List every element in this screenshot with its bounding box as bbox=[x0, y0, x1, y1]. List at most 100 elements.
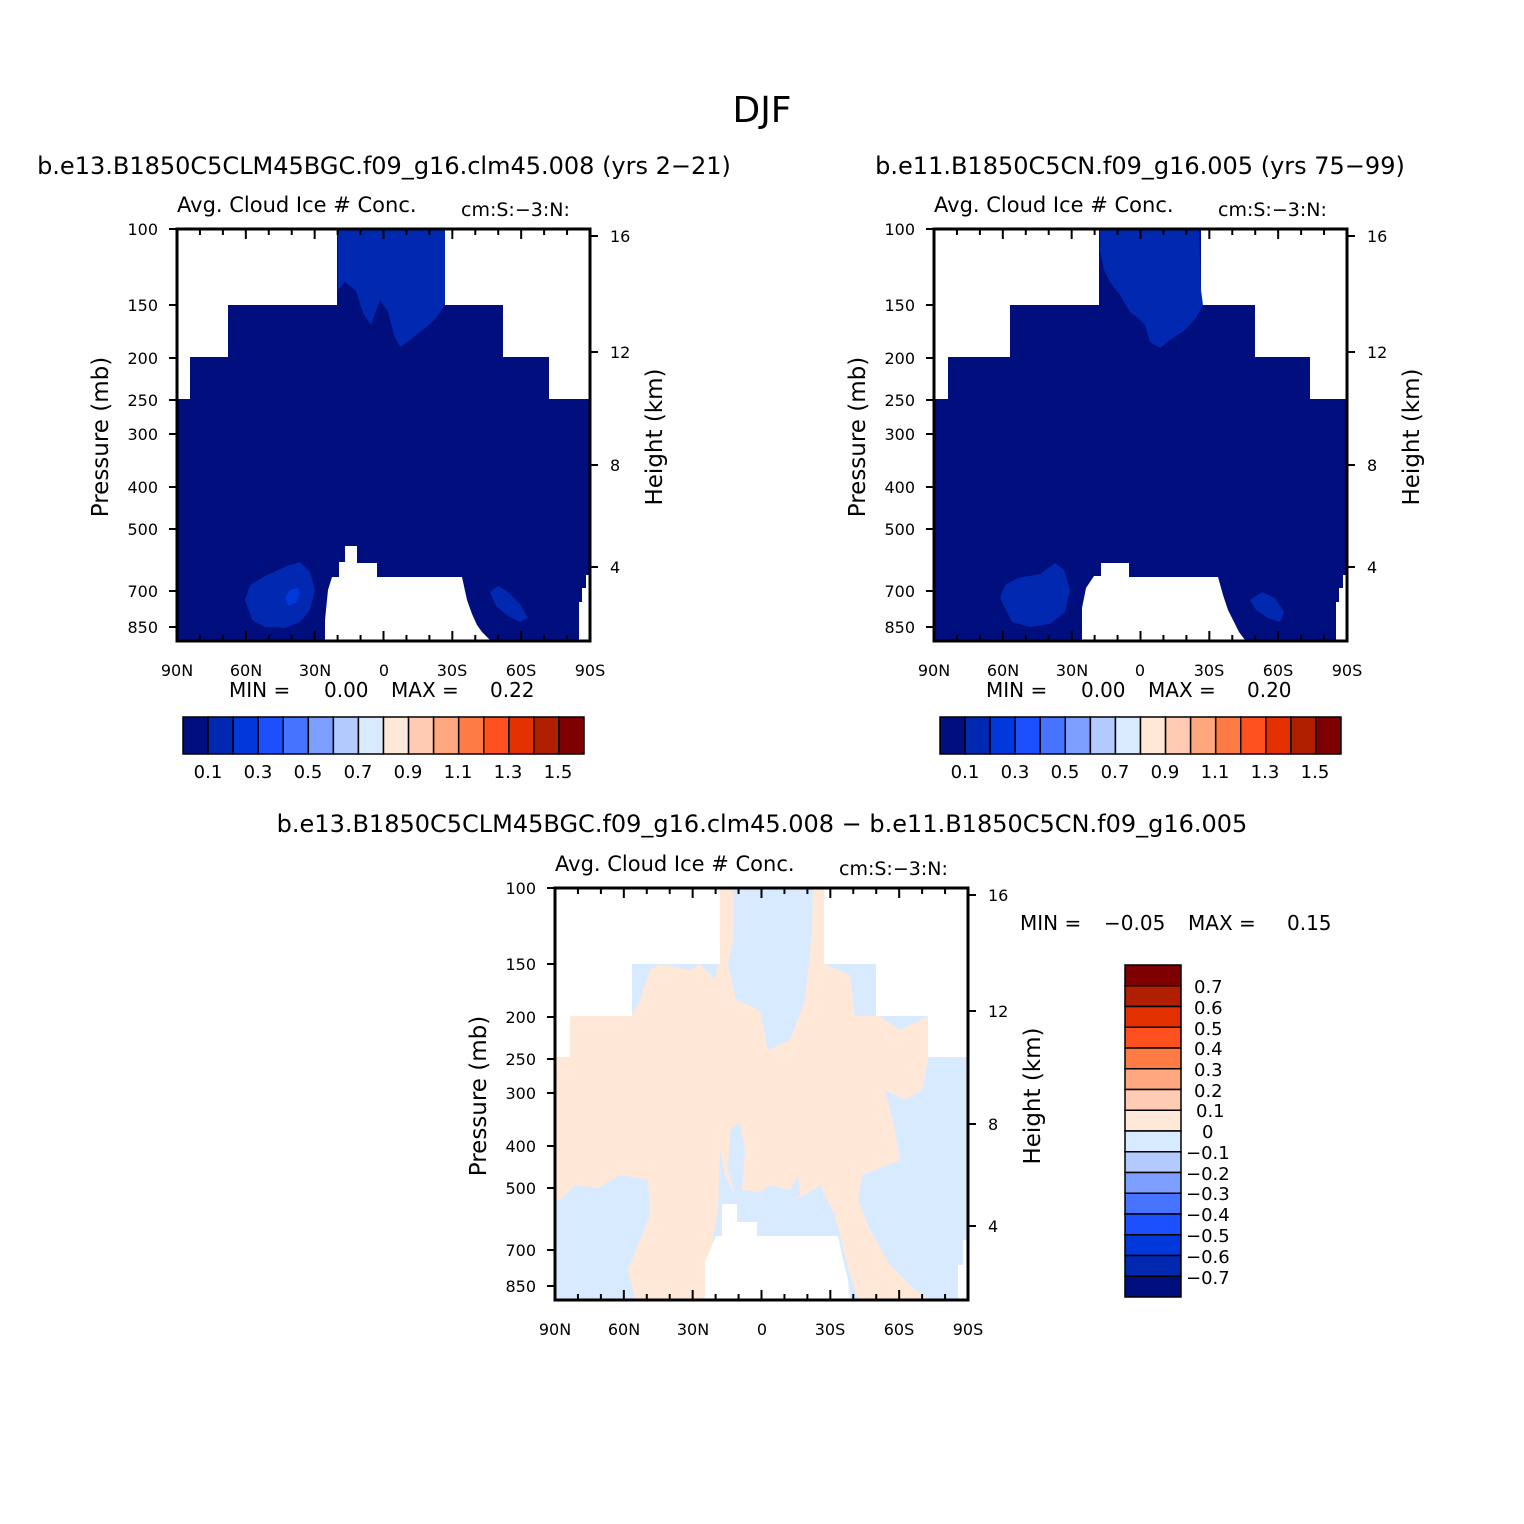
panel-2-xtick-label: 30N bbox=[1056, 661, 1088, 680]
panel-2-ytick-right-label: 8 bbox=[1367, 456, 1377, 475]
panel-2-colorbar-label: 0.5 bbox=[1051, 762, 1080, 783]
panel-3-colorbar-label: 0.4 bbox=[1194, 1039, 1223, 1060]
colorbar-box bbox=[483, 716, 510, 755]
colorbar-box bbox=[1240, 716, 1267, 755]
panel-1-max-value: 0.22 bbox=[490, 678, 535, 702]
panel-3-subtitle: Avg. Cloud Ice # Conc. bbox=[555, 852, 795, 876]
panel-1-ytick-label: 850 bbox=[127, 618, 158, 637]
panel-3-xtick-label: 60S bbox=[884, 1320, 915, 1339]
panel-1-colorbar-label: 0.7 bbox=[344, 762, 373, 783]
colorbar-box bbox=[332, 716, 360, 755]
panel-3-colorbar-label: 0.6 bbox=[1194, 998, 1223, 1019]
panel-2-colorbar-label: 0.9 bbox=[1151, 762, 1180, 783]
panel-2-ytick-label: 300 bbox=[884, 425, 915, 444]
panel-2-field-blob-left bbox=[1000, 563, 1070, 627]
colorbar-box bbox=[939, 716, 966, 755]
panel-3-max-label: MAX = bbox=[1188, 911, 1256, 935]
colorbar-box bbox=[1124, 1151, 1182, 1174]
panel-3-colorbar-label: −0.7 bbox=[1186, 1268, 1230, 1289]
panel-3-colorbar-label: −0.3 bbox=[1186, 1184, 1230, 1205]
colorbar-box bbox=[558, 716, 585, 755]
colorbar-box bbox=[1064, 716, 1092, 755]
panel-2-ytick-right-label: 16 bbox=[1367, 227, 1387, 246]
panel-3-ytick-right-label: 4 bbox=[988, 1217, 998, 1236]
panel-3-xtick-label: 30S bbox=[815, 1320, 846, 1339]
colorbar-box bbox=[508, 716, 535, 755]
panel-3-ytick-label: 500 bbox=[505, 1179, 536, 1198]
panel-2: b.e11.B1850C5CN.f09_g16.005 (yrs 75−99) … bbox=[845, 152, 1425, 783]
panel-1-ytick-right-label: 4 bbox=[610, 558, 620, 577]
panel-2-ylabel: Pressure (mb) bbox=[845, 357, 871, 517]
panel-1: b.e13.B1850C5CLM45BGC.f09_g16.clm45.008 … bbox=[37, 152, 731, 783]
colorbar-box bbox=[207, 716, 234, 755]
panel-1-title: b.e13.B1850C5CLM45BGC.f09_g16.clm45.008 … bbox=[37, 152, 731, 180]
panel-3-colorbar-label: −0.2 bbox=[1186, 1164, 1230, 1185]
panel-1-xtick-label: 60S bbox=[506, 661, 537, 680]
panel-3-colorbar-label: −0.4 bbox=[1186, 1205, 1230, 1226]
panel-2-ytick-label: 850 bbox=[884, 618, 915, 637]
panel-3-ytick-label: 250 bbox=[505, 1050, 536, 1069]
colorbar-box bbox=[1124, 1254, 1182, 1277]
colorbar-box bbox=[1124, 1213, 1182, 1236]
panel-2-min-value: 0.00 bbox=[1081, 678, 1126, 702]
panel-2-ytick-label: 100 bbox=[884, 220, 915, 239]
panel-3-ytick-label: 150 bbox=[505, 955, 536, 974]
colorbar-box bbox=[457, 716, 485, 755]
panel-2-colorbar-label: 0.7 bbox=[1101, 762, 1130, 783]
colorbar-box bbox=[382, 716, 410, 755]
panel-2-xtick-label: 60S bbox=[1263, 661, 1294, 680]
panel-1-ytick-label: 100 bbox=[127, 220, 158, 239]
panel-1-xtick-label: 30S bbox=[437, 661, 468, 680]
panel-3-ylabel-right: Height (km) bbox=[1020, 1027, 1046, 1164]
panel-1-ylabel: Pressure (mb) bbox=[88, 357, 114, 517]
panel-1-xtick-label: 90S bbox=[575, 661, 606, 680]
panel-2-subtitle: Avg. Cloud Ice # Conc. bbox=[934, 193, 1174, 217]
panel-3-max-value: 0.15 bbox=[1287, 911, 1332, 935]
panel-1-field-blob-left-core bbox=[285, 588, 300, 606]
panel-3-colorbar-label: 0.2 bbox=[1194, 1081, 1223, 1102]
panel-3-ytick-label: 850 bbox=[505, 1277, 536, 1296]
panel-1-ytick-right-label: 12 bbox=[610, 343, 630, 362]
panel-3-ticks bbox=[547, 887, 976, 1300]
colorbar-box bbox=[1124, 1130, 1182, 1153]
panel-1-xtick-label: 60N bbox=[230, 661, 262, 680]
panel-1-ylabel-right: Height (km) bbox=[642, 368, 668, 505]
panel-2-max-value: 0.20 bbox=[1247, 678, 1292, 702]
panel-3-colorbar-label: 0.5 bbox=[1194, 1019, 1223, 1040]
colorbar-box bbox=[1124, 1026, 1182, 1049]
panel-1-field-blob-left bbox=[245, 562, 315, 628]
colorbar-box bbox=[1124, 1234, 1182, 1257]
panel-2-min-label: MIN = bbox=[986, 678, 1047, 702]
panel-1-min-value: 0.00 bbox=[324, 678, 369, 702]
panel-2-ytick-label: 700 bbox=[884, 582, 915, 601]
panel-3-colorbar-label: −0.1 bbox=[1186, 1143, 1230, 1164]
panel-1-colorbar-label: 0.9 bbox=[394, 762, 423, 783]
panel-1-subtitle: Avg. Cloud Ice # Conc. bbox=[177, 193, 417, 217]
panel-3-xtick-label: 90S bbox=[953, 1320, 984, 1339]
panel-2-ytick-right-label: 12 bbox=[1367, 343, 1387, 362]
panel-2-colorbar bbox=[939, 716, 1342, 755]
panel-2-ylabel-right: Height (km) bbox=[1399, 368, 1425, 505]
panel-1-colorbar-label: 0.1 bbox=[194, 762, 223, 783]
colorbar-box bbox=[432, 716, 460, 755]
colorbar-box bbox=[1189, 716, 1217, 755]
panel-1-xtick-label: 90N bbox=[161, 661, 193, 680]
panel-2-units: cm:S:−3:N: bbox=[1218, 199, 1327, 221]
panel-3-colorbar-label: 0.1 bbox=[1196, 1101, 1225, 1122]
colorbar-box bbox=[533, 716, 560, 755]
panel-2-title: b.e11.B1850C5CN.f09_g16.005 (yrs 75−99) bbox=[875, 152, 1405, 180]
panel-3-min-label: MIN = bbox=[1020, 911, 1081, 935]
panel-1-xtick-label: 0 bbox=[379, 661, 389, 680]
panel-3-ytick-label: 400 bbox=[505, 1137, 536, 1156]
colorbar-box bbox=[407, 716, 435, 755]
panel-3-field-mask bbox=[705, 1204, 850, 1300]
panel-1-field-blob-right bbox=[490, 586, 528, 622]
colorbar-box bbox=[1124, 1068, 1182, 1091]
panel-3-ytick-label: 700 bbox=[505, 1241, 536, 1260]
panel-3-colorbar-label: −0.5 bbox=[1186, 1226, 1230, 1247]
colorbar-box bbox=[1114, 716, 1142, 755]
panel-1-ytick-label: 300 bbox=[127, 425, 158, 444]
panel-3-xtick-label: 30N bbox=[677, 1320, 709, 1339]
colorbar-box bbox=[964, 716, 991, 755]
panel-2-ytick-label: 400 bbox=[884, 478, 915, 497]
